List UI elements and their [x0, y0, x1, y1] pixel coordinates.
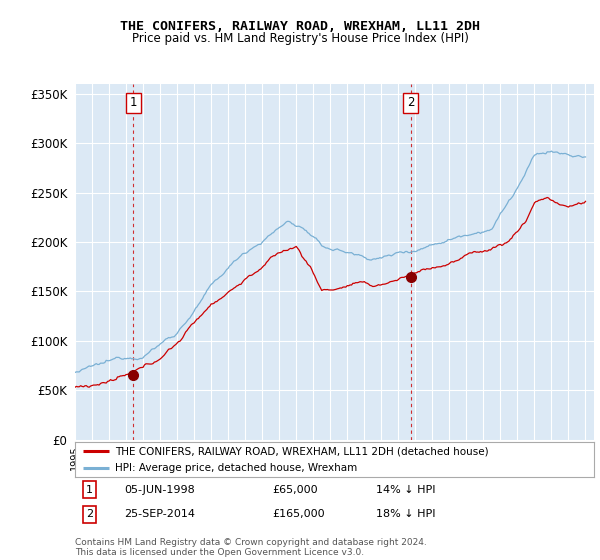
Text: £65,000: £65,000 — [272, 485, 318, 495]
Text: 2: 2 — [407, 96, 415, 109]
Text: Contains HM Land Registry data © Crown copyright and database right 2024.
This d: Contains HM Land Registry data © Crown c… — [75, 538, 427, 557]
Text: THE CONIFERS, RAILWAY ROAD, WREXHAM, LL11 2DH (detached house): THE CONIFERS, RAILWAY ROAD, WREXHAM, LL1… — [115, 446, 489, 456]
Text: Price paid vs. HM Land Registry's House Price Index (HPI): Price paid vs. HM Land Registry's House … — [131, 32, 469, 45]
Text: £165,000: £165,000 — [272, 510, 325, 520]
Text: 25-SEP-2014: 25-SEP-2014 — [124, 510, 196, 520]
Text: 1: 1 — [130, 96, 137, 109]
Text: 1: 1 — [86, 485, 93, 495]
Text: 2: 2 — [86, 510, 93, 520]
Text: 18% ↓ HPI: 18% ↓ HPI — [376, 510, 436, 520]
Text: THE CONIFERS, RAILWAY ROAD, WREXHAM, LL11 2DH: THE CONIFERS, RAILWAY ROAD, WREXHAM, LL1… — [120, 20, 480, 32]
Text: 05-JUN-1998: 05-JUN-1998 — [124, 485, 195, 495]
Text: HPI: Average price, detached house, Wrexham: HPI: Average price, detached house, Wrex… — [115, 464, 358, 473]
Text: 14% ↓ HPI: 14% ↓ HPI — [376, 485, 436, 495]
